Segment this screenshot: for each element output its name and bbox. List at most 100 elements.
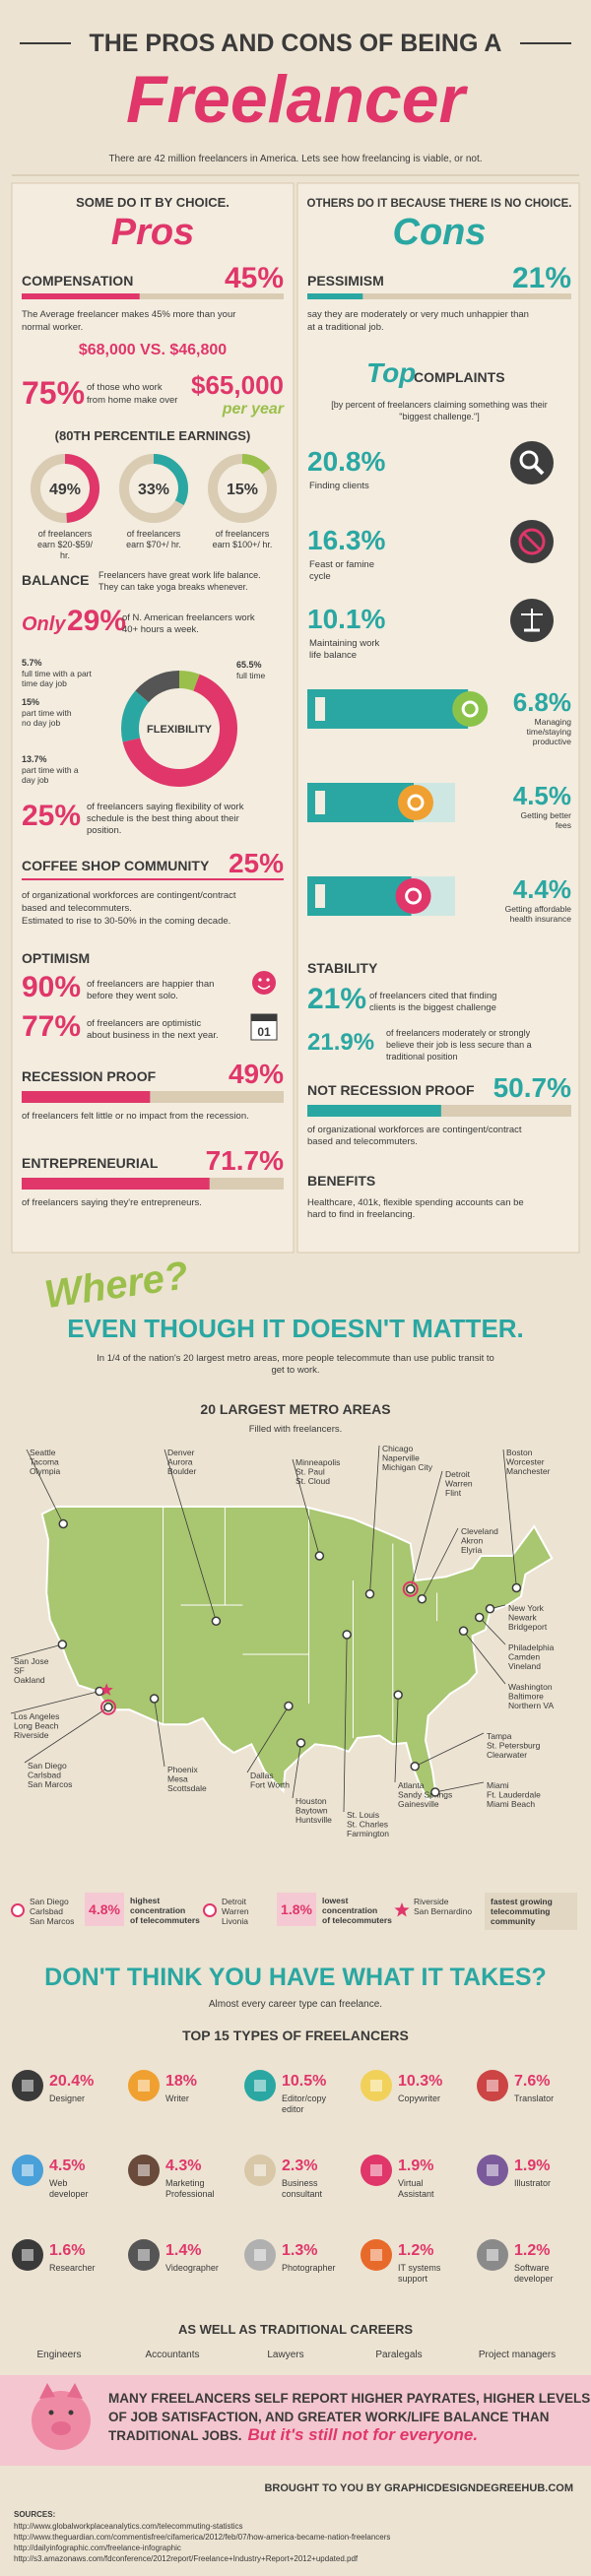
legend-box xyxy=(277,1893,316,1926)
connector xyxy=(164,1449,217,1622)
smiley-eye xyxy=(258,978,262,982)
text: Editor/copy xyxy=(282,2093,327,2103)
metro-marker xyxy=(458,1626,469,1636)
text: Software xyxy=(514,2263,550,2273)
metro-label: Los Angeles xyxy=(14,1711,59,1721)
text: believe their job is less secure than a xyxy=(386,1040,532,1050)
connector xyxy=(422,1527,459,1599)
text: health insurance xyxy=(510,914,572,924)
metro-label: Detroit xyxy=(445,1469,471,1479)
arc xyxy=(121,671,237,787)
text: full time with a part xyxy=(22,669,92,678)
value-label: 1.2% xyxy=(398,2242,433,2259)
metro-label: Aurora xyxy=(167,1457,193,1467)
title: THE PROS AND CONS OF BEING A xyxy=(89,30,501,57)
connector xyxy=(10,1643,63,1659)
text: of telecommuters xyxy=(322,1915,392,1925)
text: from home make over xyxy=(87,395,177,406)
value-label: 7.6% xyxy=(514,2073,550,2090)
career: Lawyers xyxy=(267,2350,303,2360)
value-label: 18% xyxy=(165,2073,197,2090)
text: of telecommuters xyxy=(130,1915,200,1925)
source: http://www.globalworkplaceanalytics.com/… xyxy=(14,2522,243,2531)
bar xyxy=(307,689,469,729)
value-label: 10.3% xyxy=(398,2073,442,2090)
metro-label: San Diego xyxy=(28,1761,67,1771)
metro-marker xyxy=(58,1518,68,1529)
text: Photographer xyxy=(282,2263,336,2273)
text: Copywriter xyxy=(398,2093,440,2103)
connector xyxy=(10,1691,100,1714)
banner-text: TRADITIONAL JOBS. xyxy=(108,2428,242,2443)
legend-marker xyxy=(394,1902,410,1917)
section-label: RECESSION PROOF xyxy=(22,1068,157,1084)
legend-marker xyxy=(203,1903,217,1917)
text: fastest growing xyxy=(491,1897,553,1906)
metro-label: Washington xyxy=(508,1682,553,1692)
text: of N. American freelancers work xyxy=(122,612,255,623)
text: Writer xyxy=(165,2093,189,2103)
metro-marker xyxy=(296,1738,306,1748)
pig-icon xyxy=(32,2391,91,2450)
metro-label: Gainesville xyxy=(398,1799,439,1809)
value-label: 6.8% xyxy=(513,687,571,717)
text: Marketing xyxy=(165,2178,205,2188)
text: Finding clients xyxy=(309,481,369,491)
value-label: 1.3% xyxy=(282,2242,317,2259)
value-label: 33% xyxy=(138,482,169,498)
career-icon-glyph xyxy=(22,2249,33,2261)
value-label: 49% xyxy=(229,1059,284,1089)
career: Accountants xyxy=(145,2350,199,2360)
text: Virtual xyxy=(398,2178,423,2188)
metro-marker xyxy=(314,1551,325,1561)
connector xyxy=(410,1470,443,1589)
bar xyxy=(307,293,363,299)
text: per year xyxy=(222,401,285,418)
title-big: Freelancer xyxy=(126,62,469,137)
text: part time with xyxy=(22,708,72,718)
text: of those who work xyxy=(87,382,163,393)
value-label: 5.7% xyxy=(22,658,42,668)
value-label: 4.5% xyxy=(49,2157,85,2174)
metro-label: Fort Worth xyxy=(250,1780,290,1790)
text: 20 LARGEST METRO AREAS xyxy=(200,1401,390,1417)
metro-marker xyxy=(211,1616,222,1626)
metro-label: Akron xyxy=(461,1536,483,1546)
text: earn $100+/ hr. xyxy=(213,540,273,549)
metro-label: Elyria xyxy=(461,1545,483,1555)
pros-panel xyxy=(11,182,295,1254)
banner-text: MANY FREELANCERS SELF REPORT HIGHER PAYR… xyxy=(108,2391,590,2406)
text: In 1/4 of the nation's 20 largest metro … xyxy=(97,1353,494,1364)
value-label: 15% xyxy=(227,482,258,498)
metro-label: Scottsdale xyxy=(167,1783,207,1793)
icon-glyph xyxy=(405,887,423,905)
metro-label: Tampa xyxy=(487,1731,512,1741)
text: of organizational workforces are conting… xyxy=(307,1125,522,1135)
metro-label: Sandy Springs xyxy=(398,1790,452,1800)
arc xyxy=(208,454,277,523)
value-label: 16.3% xyxy=(307,525,385,555)
icon-glyph xyxy=(407,794,425,811)
metro-marker xyxy=(284,1701,294,1711)
metro-marker xyxy=(417,1594,427,1604)
metro-label: Denver xyxy=(167,1448,195,1457)
connector xyxy=(292,1742,301,1799)
text: FLEXIBILITY xyxy=(147,724,213,736)
legend-marker xyxy=(11,1903,25,1917)
legend-box xyxy=(85,1893,124,1926)
connector xyxy=(502,1449,517,1588)
value-label: 71.7% xyxy=(206,1145,284,1176)
text: Feast or famine xyxy=(309,559,374,570)
career-icon-glyph xyxy=(370,2249,382,2261)
star-marker xyxy=(99,1683,113,1696)
bar-track xyxy=(22,293,284,299)
metro-label: Olympia xyxy=(30,1466,60,1476)
value-label: 49% xyxy=(49,482,81,498)
connector xyxy=(394,1695,399,1783)
text: Healthcare, 401k, flexible spending acco… xyxy=(307,1197,524,1208)
text: Managing xyxy=(535,717,572,727)
text: EVEN THOUGH IT DOESN'T MATTER. xyxy=(67,1314,524,1343)
metro-label: Riverside xyxy=(14,1730,49,1740)
text: cycle xyxy=(309,571,331,582)
text: based and telecommuters. xyxy=(307,1136,418,1147)
